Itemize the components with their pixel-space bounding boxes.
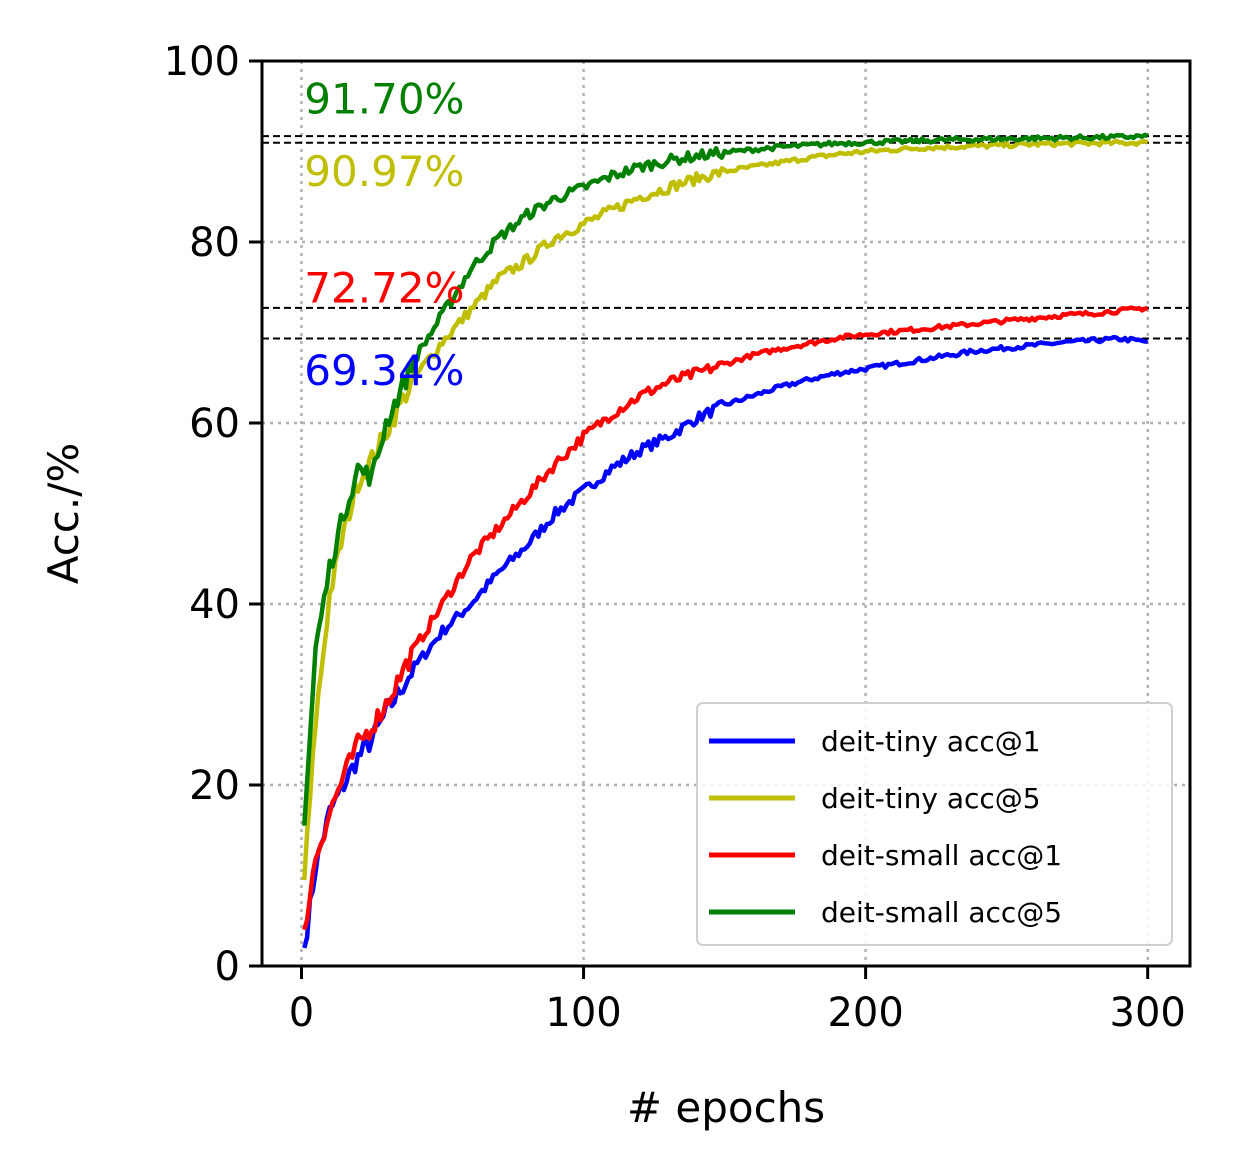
series-lines — [302, 132, 1149, 949]
annotation-0: 91.70% — [304, 74, 464, 123]
annotation-2: 72.72% — [304, 264, 464, 313]
legend-label-1: deit-tiny acc@5 — [821, 782, 1041, 815]
series-line-1 — [302, 138, 1149, 881]
series-line-0 — [302, 334, 1148, 949]
y-tick-label-40: 40 — [189, 582, 240, 628]
y-tick-label-0: 0 — [215, 944, 240, 990]
x-axis-ticks: 0 100 200 300 — [289, 966, 1186, 1036]
legend: deit-tiny acc@1 deit-tiny acc@5 deit-small… — [696, 702, 1173, 946]
y-axis-label: Acc./% — [39, 443, 88, 585]
legend-label-3: deit-small acc@5 — [821, 896, 1062, 929]
annotations: 91.70% 90.97% 72.72% 69.34% — [304, 74, 464, 395]
y-tick-label-20: 20 — [189, 763, 240, 809]
x-tick-label-0: 0 — [289, 990, 314, 1036]
y-tick-label-100: 100 — [164, 39, 240, 85]
legend-label-2: deit-small acc@1 — [821, 839, 1062, 872]
x-tick-label-100: 100 — [545, 990, 621, 1036]
x-tick-label-200: 200 — [827, 990, 903, 1036]
legend-label-0: deit-tiny acc@1 — [821, 725, 1041, 758]
annotation-3: 69.34% — [304, 346, 464, 395]
series-line-3 — [302, 132, 1149, 826]
y-tick-label-60: 60 — [189, 401, 240, 447]
y-axis-ticks: 0 20 40 60 80 100 — [164, 39, 262, 990]
x-axis-label: # epochs — [627, 1083, 825, 1132]
series-line-2 — [302, 305, 1149, 931]
plot-frame — [260, 59, 1192, 968]
x-tick-label-300: 300 — [1110, 990, 1186, 1036]
y-tick-label-80: 80 — [189, 220, 240, 266]
annotation-1: 90.97% — [304, 147, 464, 196]
legend-box — [696, 702, 1173, 946]
